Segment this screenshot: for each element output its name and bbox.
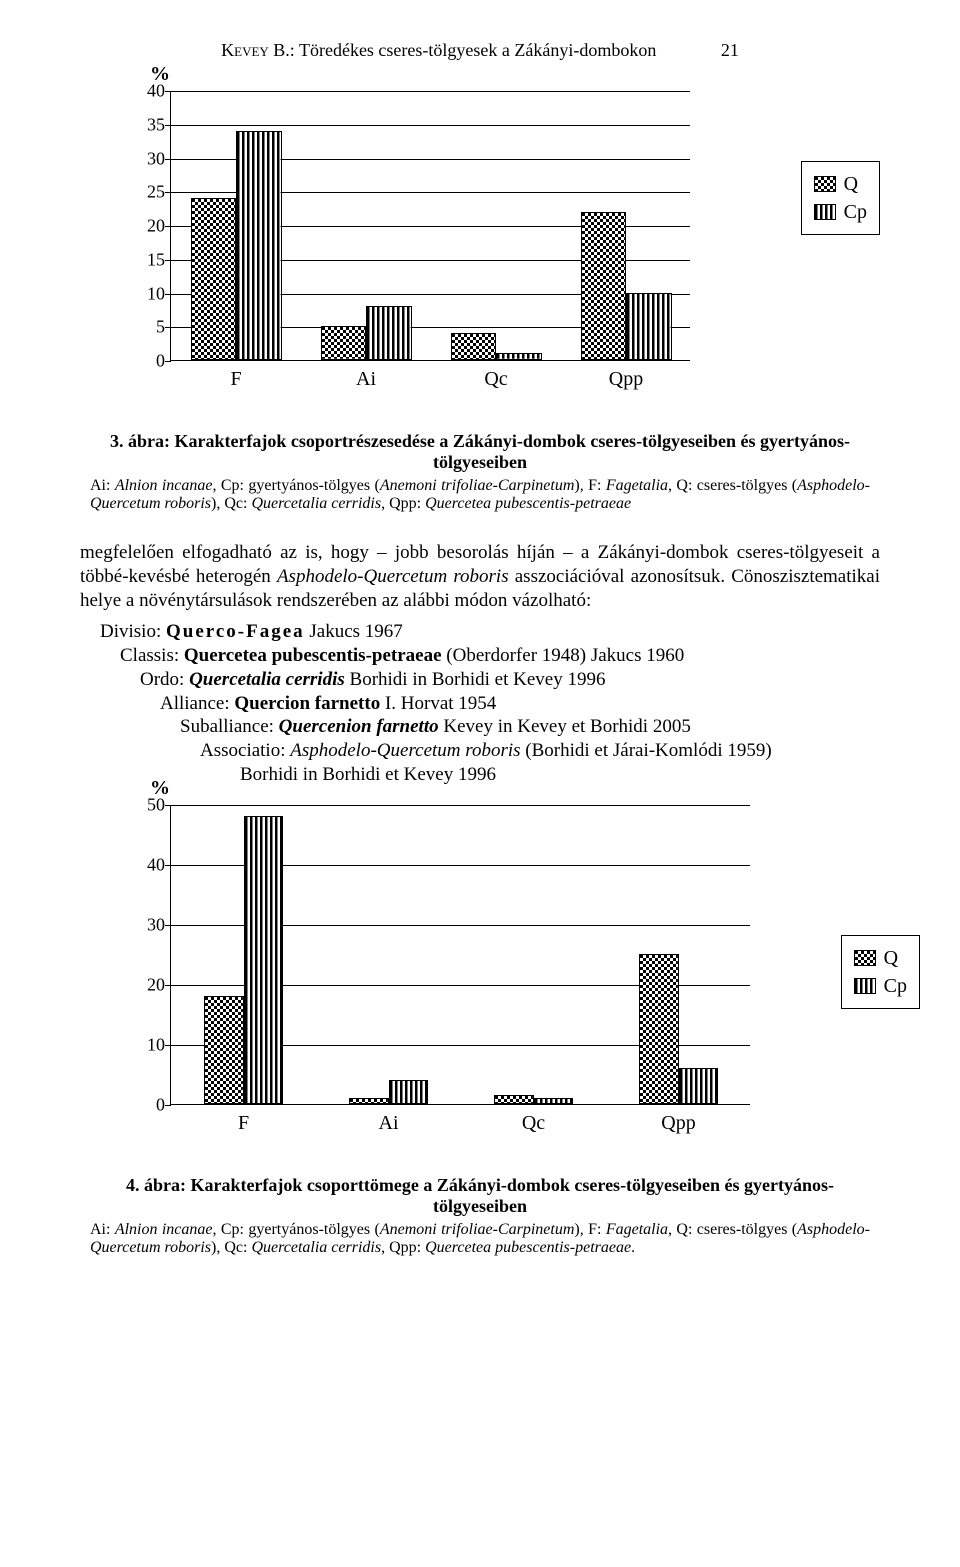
x-tick-label: F bbox=[238, 1112, 249, 1135]
bar-Cp bbox=[679, 1068, 719, 1104]
x-tick-label: Qpp bbox=[661, 1112, 695, 1135]
legend-label: Cp bbox=[844, 198, 867, 226]
legend-swatch bbox=[854, 978, 876, 994]
plot-area: 0510152025303540FAiQcQpp bbox=[170, 91, 690, 361]
y-tick-label: 20 bbox=[147, 216, 165, 237]
bar-Cp bbox=[496, 353, 542, 360]
bar-Q bbox=[639, 954, 679, 1104]
taxonomy-line: Borhidi in Borhidi et Kevey 1996 bbox=[80, 763, 880, 787]
bar-Q bbox=[349, 1098, 389, 1104]
y-tick-label: 10 bbox=[147, 283, 165, 304]
page-content: Kevey B.: Töredékes cseres-tölgyesek a Z… bbox=[0, 0, 960, 1335]
page-number: 21 bbox=[721, 40, 739, 61]
legend-item: Q bbox=[854, 944, 907, 972]
x-tick-label: F bbox=[230, 368, 241, 391]
figure-4-caption-lead: 4. ábra: Karakterfajok csoporttömege a Z… bbox=[126, 1175, 834, 1216]
y-tick-label: 35 bbox=[147, 114, 165, 135]
bar-Cp bbox=[626, 293, 672, 361]
legend-swatch bbox=[814, 176, 836, 192]
bar-Q bbox=[204, 996, 244, 1104]
figure-4-caption-sub: Ai: Alnion incanae, Cp: gyertyános-tölgy… bbox=[90, 1221, 870, 1257]
x-tick-label: Qc bbox=[484, 368, 507, 391]
body-paragraph: megfelelően elfogadható az is, hogy – jo… bbox=[80, 541, 880, 612]
figure-4-caption: 4. ábra: Karakterfajok csoporttömege a Z… bbox=[90, 1175, 870, 1217]
plot-area: 01020304050FAiQcQpp bbox=[170, 805, 750, 1105]
running-head: Kevey B.: Töredékes cseres-tölgyesek a Z… bbox=[80, 40, 880, 61]
figure-3-caption: 3. ábra: Karakterfajok csoportrészesedés… bbox=[90, 431, 870, 473]
bar-Cp bbox=[244, 816, 284, 1104]
legend-label: Q bbox=[884, 944, 898, 972]
figure-4-chart: %01020304050FAiQcQppQCp bbox=[170, 805, 750, 1145]
running-author: Kevey B. bbox=[221, 40, 290, 60]
figure-3-chart: %0510152025303540FAiQcQppQCp bbox=[170, 91, 690, 401]
y-tick-label: 30 bbox=[147, 148, 165, 169]
y-tick-label: 25 bbox=[147, 182, 165, 203]
y-tick-label: 40 bbox=[147, 854, 165, 875]
legend-item: Cp bbox=[854, 972, 907, 1000]
taxonomy-line: Suballiance: Quercenion farnetto Kevey i… bbox=[80, 715, 880, 739]
bar-Q bbox=[494, 1095, 534, 1104]
gridline bbox=[171, 91, 690, 92]
bar-Cp bbox=[389, 1080, 429, 1104]
gridline bbox=[171, 805, 750, 806]
bar-Q bbox=[321, 326, 367, 360]
figure-3-caption-lead: 3. ábra: Karakterfajok csoportrészesedés… bbox=[110, 431, 850, 472]
legend-item: Cp bbox=[814, 198, 867, 226]
y-tick-label: 20 bbox=[147, 974, 165, 995]
y-tick-label: 30 bbox=[147, 914, 165, 935]
bar-Cp bbox=[236, 131, 282, 361]
legend-swatch bbox=[814, 204, 836, 220]
y-tick-label: 40 bbox=[147, 81, 165, 102]
y-tick-label: 15 bbox=[147, 249, 165, 270]
x-tick-label: Ai bbox=[356, 368, 376, 391]
x-tick-label: Qc bbox=[522, 1112, 545, 1135]
bar-Q bbox=[581, 212, 627, 361]
taxonomy-line: Classis: Quercetea pubescentis-petraeae … bbox=[80, 644, 880, 668]
taxonomy-block: Divisio: Querco-Fagea Jakucs 1967Classis… bbox=[80, 620, 880, 786]
y-tick-label: 0 bbox=[156, 1094, 165, 1115]
legend-label: Cp bbox=[884, 972, 907, 1000]
figure-3-caption-sub: Ai: Alnion incanae, Cp: gyertyános-tölgy… bbox=[90, 477, 870, 513]
legend: QCp bbox=[801, 161, 880, 235]
y-tick-label: 0 bbox=[156, 351, 165, 372]
gridline bbox=[171, 125, 690, 126]
bar-Cp bbox=[534, 1098, 574, 1104]
taxonomy-line: Alliance: Quercion farnetto I. Horvat 19… bbox=[80, 692, 880, 716]
y-tick-label: 50 bbox=[147, 794, 165, 815]
x-tick-label: Ai bbox=[379, 1112, 399, 1135]
legend: QCp bbox=[841, 935, 920, 1009]
x-tick-label: Qpp bbox=[609, 368, 643, 391]
y-tick-label: 10 bbox=[147, 1034, 165, 1055]
bar-Cp bbox=[366, 306, 412, 360]
taxonomy-line: Ordo: Quercetalia cerridis Borhidi in Bo… bbox=[80, 668, 880, 692]
bar-Q bbox=[451, 333, 497, 360]
y-tick-label: 5 bbox=[156, 317, 165, 338]
legend-label: Q bbox=[844, 170, 858, 198]
taxonomy-line: Associatio: Asphodelo-Quercetum roboris … bbox=[80, 739, 880, 763]
legend-swatch bbox=[854, 950, 876, 966]
taxonomy-line: Divisio: Querco-Fagea Jakucs 1967 bbox=[80, 620, 880, 644]
running-title: : Töredékes cseres-tölgyesek a Zákányi-d… bbox=[290, 40, 657, 60]
legend-item: Q bbox=[814, 170, 867, 198]
bar-Q bbox=[191, 198, 237, 360]
